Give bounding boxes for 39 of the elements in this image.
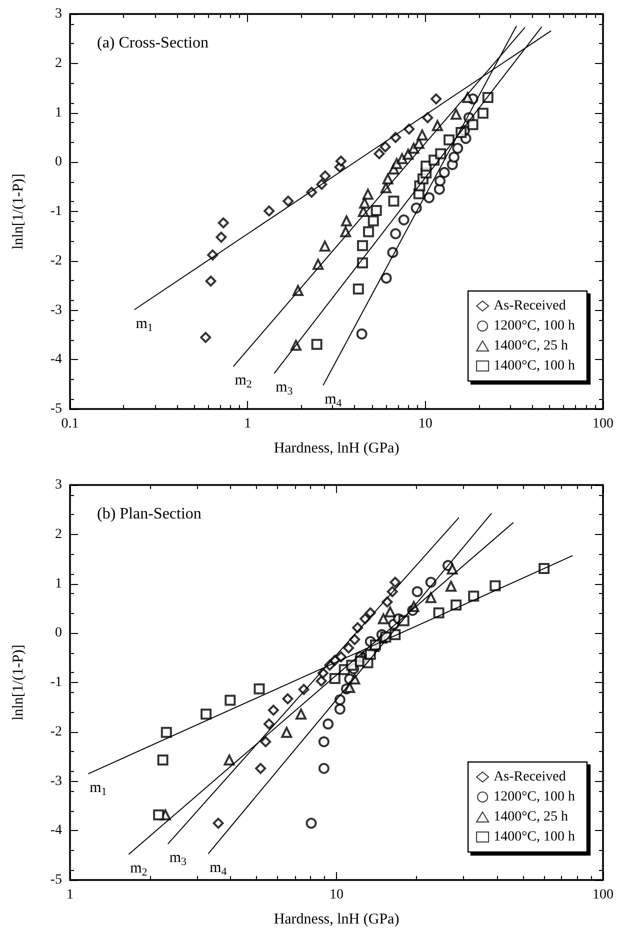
y-tick-label: 0 — [55, 626, 62, 641]
y-tick-label: -2 — [50, 253, 62, 268]
legend-label: 1400°C, 100 h — [494, 358, 575, 374]
legend-label: 1400°C, 25 h — [494, 810, 568, 824]
y-tick-label: -4 — [50, 352, 62, 368]
text: (a) Cross-Section — [97, 34, 209, 52]
legend-label: 1400°C, 25 h — [494, 338, 568, 354]
y-tick-label: 0 — [55, 154, 62, 170]
legend-label: 1200°C, 100 h — [494, 318, 575, 334]
x-tick-label: 10 — [418, 416, 432, 432]
y-tick-label: -2 — [50, 724, 62, 740]
y-tick-label: -1 — [50, 204, 62, 219]
legend-label: 1400°C, 100 h — [494, 830, 575, 844]
x-tick-label: 10 — [330, 888, 344, 902]
x-tick-label: 1 — [244, 416, 252, 432]
legend-label: As-Received — [494, 298, 566, 314]
y-tick-label: -5 — [50, 402, 62, 416]
x-axis-title: Hardness, lnH (GPa) — [274, 912, 400, 928]
y-tick-label: 3 — [55, 6, 62, 22]
x-tick-label: 1 — [66, 888, 74, 902]
x-axis-title: Hardness, lnH (GPa) — [274, 440, 400, 456]
x-tick-label: 0.1 — [61, 416, 79, 432]
y-axis-title: lnln[1/(1-P)] — [10, 644, 26, 720]
y-axis-title: lnln[1/(1-P)] — [10, 174, 26, 250]
legend-label: As-Received — [494, 770, 566, 784]
y-tick-label: -1 — [50, 675, 62, 690]
y-tick-label: -4 — [50, 823, 62, 838]
y-tick-label: -3 — [50, 302, 62, 318]
y-tick-label: -3 — [50, 774, 62, 789]
y-tick-label: 2 — [55, 526, 62, 542]
x-tick-label: 100 — [592, 888, 614, 902]
y-tick-label: -5 — [50, 872, 62, 888]
legend-label: 1200°C, 100 h — [494, 790, 575, 804]
y-tick-label: 1 — [55, 105, 62, 120]
y-tick-label: 3 — [55, 478, 62, 492]
y-tick-label: 2 — [55, 56, 62, 71]
text: (b) Plan-Section — [97, 506, 202, 522]
y-tick-label: 1 — [55, 576, 62, 592]
x-tick-label: 100 — [592, 416, 614, 432]
